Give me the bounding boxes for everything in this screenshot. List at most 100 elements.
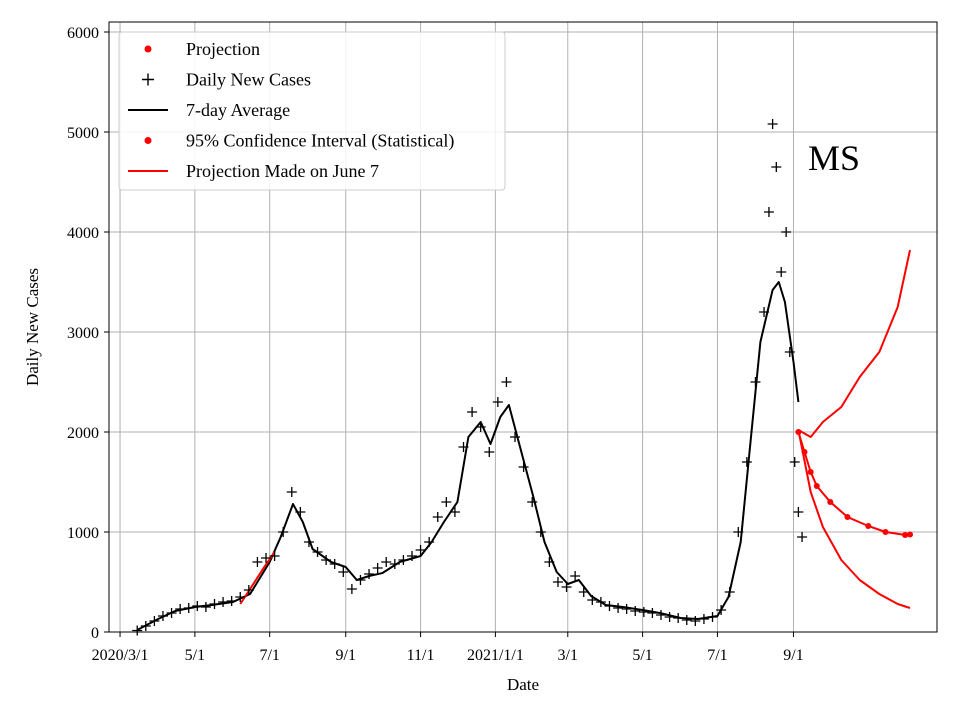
daily-new-cases-marker — [690, 616, 701, 626]
daily-new-cases-marker — [149, 616, 160, 626]
legend-label-daily-new-cases: Daily New Cases — [186, 70, 311, 90]
legend-box — [118, 31, 506, 191]
y-tick-label: 2000 — [67, 425, 99, 442]
y-tick-label: 1000 — [67, 525, 99, 542]
daily-new-cases-marker — [192, 601, 203, 611]
daily-new-cases-marker — [235, 592, 246, 602]
daily-new-cases-marker — [406, 551, 417, 561]
daily-new-cases-marker — [759, 307, 770, 317]
legend: Projection Daily New Cases 7-day Average 95… — [118, 31, 506, 191]
daily-new-cases-marker — [261, 553, 272, 563]
legend-swatch-projection — [144, 45, 152, 53]
daily-new-cases-marker — [398, 555, 409, 565]
daily-new-cases-marker — [776, 267, 787, 277]
daily-new-cases-marker — [664, 612, 675, 622]
x-tick-label: 9/1 — [783, 647, 803, 664]
daily-new-cases-marker — [166, 608, 177, 618]
daily-new-cases-marker — [750, 377, 761, 387]
daily-new-cases-marker — [475, 422, 486, 432]
daily-new-cases-marker — [157, 611, 168, 621]
daily-new-cases-marker — [595, 597, 606, 607]
daily-new-cases-marker — [544, 557, 555, 567]
daily-new-cases-marker — [286, 487, 297, 497]
daily-new-cases-marker — [175, 604, 186, 614]
daily-new-cases-marker — [698, 614, 709, 624]
x-tick-label: 5/1 — [185, 647, 205, 664]
daily-new-cases-marker — [303, 537, 314, 547]
y-tick-label: 6000 — [67, 25, 99, 42]
daily-new-cases-marker — [621, 604, 632, 614]
daily-new-cases-marker — [613, 603, 624, 613]
projection-point — [807, 469, 814, 475]
y-tick-label: 3000 — [67, 325, 99, 342]
x-tick-label: 7/1 — [707, 647, 727, 664]
daily-new-cases-marker — [132, 625, 143, 636]
daily-new-cases-marker — [200, 602, 211, 612]
daily-new-cases-marker — [424, 537, 435, 547]
projection-point — [902, 532, 909, 538]
legend-label-95-confidence-interval-statistical: 95% Confidence Interval (Statistical) — [186, 131, 454, 152]
daily-new-cases-marker — [630, 606, 641, 616]
95-confidence-interval-statistical-line — [797, 249, 911, 438]
chart-annotation: MS — [808, 138, 860, 178]
daily-new-cases-marker — [183, 603, 194, 613]
x-axis-label: Date — [507, 675, 539, 694]
daily-new-cases-marker — [295, 507, 306, 517]
daily-new-cases-marker — [510, 432, 521, 442]
projection-point — [882, 529, 889, 535]
daily-new-cases-marker — [140, 621, 151, 631]
daily-new-cases-marker — [771, 162, 782, 172]
daily-new-cases-marker — [458, 442, 469, 452]
projection-point — [907, 531, 914, 538]
x-tick-label: 7/1 — [259, 647, 279, 664]
daily-new-cases-marker — [724, 587, 735, 597]
ticks: 2020/3/1 5/1 7/1 9/1 11/1 2021/1/1 3/1 5/1 7/1 9/… — [67, 25, 804, 664]
daily-new-cases-marker — [329, 559, 340, 569]
daily-new-cases-marker — [372, 563, 383, 573]
x-tick-label: 11/1 — [407, 647, 435, 664]
plot-frame — [108, 21, 938, 633]
daily-new-cases-marker — [638, 607, 649, 617]
daily-new-cases-marker — [733, 527, 744, 537]
daily-new-cases-marker — [763, 207, 774, 217]
x-tick-label: 2020/3/1 — [92, 647, 149, 664]
daily-new-cases-marker — [355, 575, 366, 585]
daily-new-cases-marker — [415, 545, 426, 555]
daily-new-cases-marker — [578, 587, 589, 597]
daily-new-cases-marker — [364, 569, 375, 579]
daily-new-cases-marker — [226, 596, 237, 606]
daily-new-cases-marker — [716, 605, 727, 615]
projection-point — [844, 514, 851, 520]
y-axis-label: Daily New Cases — [23, 268, 42, 386]
95-confidence-interval-statistical-line — [797, 429, 911, 609]
projection-point — [827, 499, 834, 505]
daily-new-cases-marker — [604, 601, 615, 611]
legend-label-projection: Projection — [186, 39, 260, 59]
daily-new-cases-marker — [518, 462, 529, 472]
data-layer — [132, 119, 914, 636]
daily-new-cases-marker — [570, 571, 581, 581]
daily-new-cases-marker — [467, 407, 478, 417]
x-tick-label: 3/1 — [558, 647, 578, 664]
daily-new-cases-marker — [784, 347, 795, 357]
daily-new-cases-marker — [209, 599, 220, 609]
daily-new-cases-marker — [681, 615, 692, 625]
projection-line — [797, 431, 911, 537]
daily-new-cases-marker — [278, 527, 289, 537]
daily-new-cases-marker — [441, 497, 452, 507]
y-tick-label: 0 — [91, 625, 99, 642]
daily-new-cases-marker — [673, 613, 684, 623]
projection-point — [865, 523, 872, 529]
daily-new-cases-marker — [767, 119, 778, 129]
x-tick-label: 5/1 — [632, 647, 652, 664]
daily-new-cases-marker — [346, 584, 357, 594]
daily-new-cases-marker — [707, 612, 718, 622]
daily-new-cases-marker — [789, 457, 800, 467]
daily-new-cases-marker — [793, 507, 804, 517]
daily-new-cases-marker — [389, 559, 400, 569]
daily-new-cases-marker — [552, 577, 563, 587]
daily-new-cases-marker — [656, 610, 666, 620]
daily-new-cases-marker — [269, 551, 280, 561]
x-tick-label: 9/1 — [336, 647, 356, 664]
daily-new-cases-marker — [647, 608, 658, 618]
